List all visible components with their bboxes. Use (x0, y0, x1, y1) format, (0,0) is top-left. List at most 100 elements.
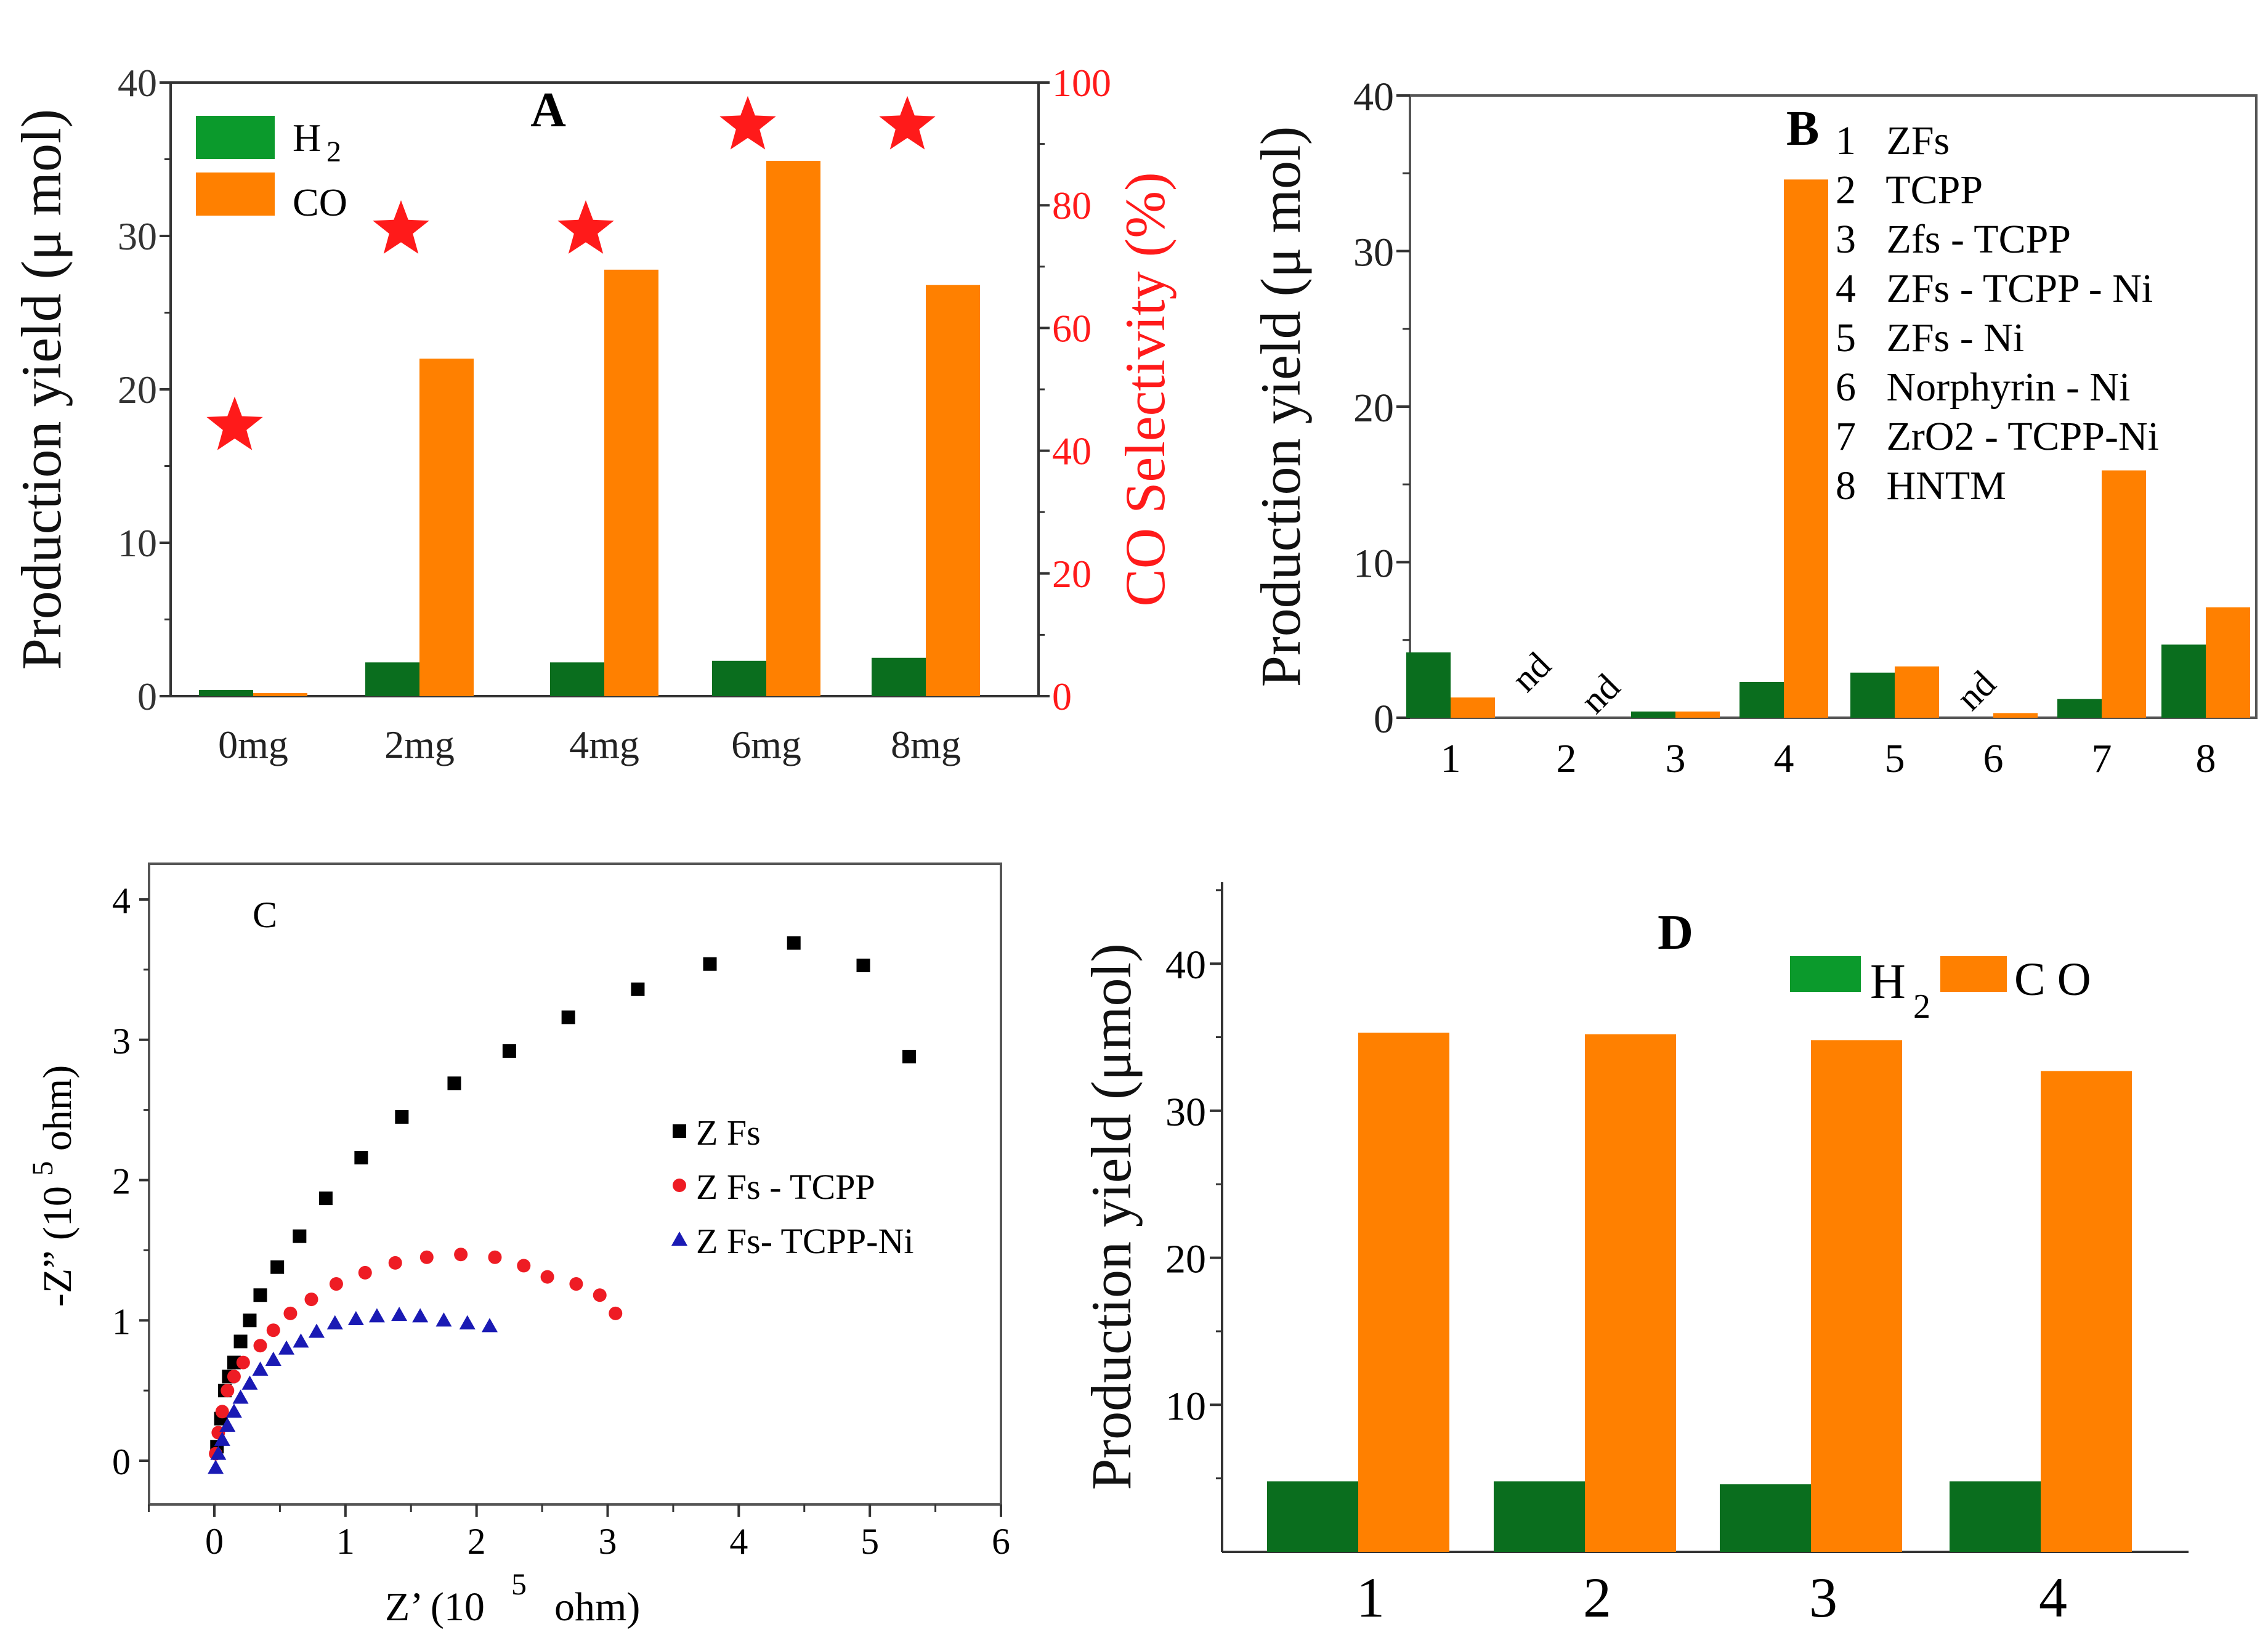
zfs-point (787, 936, 801, 950)
panel-label: A (530, 83, 566, 137)
zfs-point (561, 1010, 575, 1025)
bar-co (1784, 179, 1828, 718)
x-tick-label: 3 (1666, 736, 1686, 781)
y-axis-label-main: -Z” (10 (35, 1176, 80, 1307)
x-tick-label: 6 (992, 1521, 1010, 1562)
bar-co (1358, 1033, 1449, 1552)
zfs-tcpp-point (304, 1293, 318, 1307)
y2-tick-label: 0 (1052, 675, 1072, 718)
selectivity-star-marker (719, 95, 776, 150)
zfs-point (253, 1288, 267, 1302)
legend-label-h2-subscript: 2 (326, 136, 341, 168)
zfs-tcpp-ni-point (309, 1323, 325, 1338)
zfs-point (270, 1260, 285, 1274)
x-tick-label: 4mg (569, 723, 639, 766)
panel-label: D (1658, 906, 1693, 960)
selectivity-star-marker (373, 200, 429, 254)
y2-tick-label: 80 (1052, 184, 1091, 227)
x-tick-label: 5 (861, 1521, 879, 1562)
panel-label: B (1786, 102, 1819, 156)
bar-h2 (1739, 681, 1784, 718)
legend-marker (673, 1179, 686, 1192)
x-tick-label: 2 (468, 1521, 486, 1562)
zfs-point (293, 1229, 307, 1243)
zfs-tcpp-point (569, 1277, 583, 1291)
zfs-tcpp-ni-point (368, 1308, 385, 1323)
panel-c: 0 1 2 3 4 5 6 0 1 2 3 4 Z Fs Z Fs - TCPP Z Fs- TCPP-Ni… (26, 863, 1010, 1630)
legend-label-h2: H (293, 116, 321, 160)
y2-tick-label: 40 (1052, 429, 1091, 473)
zfs-point (502, 1044, 516, 1058)
zfs-tcpp-ni-point (210, 1445, 227, 1460)
y-tick-label: 10 (1165, 1384, 1206, 1429)
x-tick-label: 2 (1583, 1566, 1611, 1629)
zfs-point (243, 1313, 257, 1328)
x-tick-label: 8mg (891, 723, 961, 766)
zfs-tcpp-ni-point (481, 1318, 498, 1333)
y-tick-label: 20 (1165, 1237, 1206, 1282)
zfs-tcpp-ni-point (293, 1333, 309, 1348)
zfs-tcpp-point (517, 1259, 531, 1273)
zfs-tcpp-ni-point (391, 1307, 408, 1321)
bar-h2 (1950, 1481, 2041, 1552)
bar-co (926, 285, 980, 696)
legend-label: Z Fs- TCPP-Ni (696, 1221, 913, 1261)
bar-h2 (872, 657, 926, 696)
bar-h2 (199, 690, 253, 696)
bar-h2 (1850, 672, 1895, 718)
nd-annotation: nd (1948, 663, 2003, 718)
x-tick-label: 5 (1885, 736, 1905, 781)
zfs-point (856, 959, 870, 973)
bar-h2 (1720, 1484, 1811, 1552)
zfs-tcpp-point (283, 1306, 298, 1320)
zfs-tcpp-point (329, 1277, 343, 1291)
y-tick-label: 20 (118, 368, 157, 412)
zfs-tcpp-ni-point (232, 1389, 249, 1404)
bar-co (2206, 607, 2250, 718)
y-axis-label-superscript: 5 (26, 1161, 59, 1176)
panel-a: 0 10 20 30 40 0 20 40 60 80 100 0mg 2mg 4mg 6mg 8mg A H 2 C… (10, 61, 1177, 766)
plot-frame (148, 863, 1002, 1506)
zfs-tcpp-ni-point (219, 1418, 236, 1432)
bar-h2 (1267, 1481, 1358, 1552)
zfs-point (703, 957, 717, 971)
bar-co (1585, 1034, 1676, 1552)
y2-axis-label: CO Selectivity (%) (1114, 172, 1177, 606)
zfs-tcpp-point (215, 1405, 229, 1419)
zfs-tcpp-ni-point (265, 1352, 281, 1366)
bar-co (1895, 666, 1939, 718)
y2-tick-label: 60 (1052, 306, 1091, 350)
y-tick-label: 2 (112, 1161, 131, 1202)
zfs-point (631, 982, 645, 996)
legend-swatch-co (196, 173, 275, 216)
x-axis-label-end: ohm) (554, 1585, 640, 1630)
legend-marker (673, 1124, 686, 1138)
y2-tick-label: 100 (1052, 61, 1111, 105)
y-tick-label: 0 (137, 675, 157, 718)
x-tick-label: 3 (1809, 1566, 1837, 1629)
zfs-tcpp-point (609, 1306, 623, 1320)
legend-item: 2 TCPP (1836, 168, 1983, 213)
y-axis-label: Production yield (μ mol) (1249, 126, 1312, 687)
zfs-point (395, 1110, 409, 1124)
selectivity-star-marker (557, 200, 614, 254)
zfs-tcpp-point (221, 1384, 235, 1398)
y-tick-label: 30 (118, 214, 157, 258)
x-axis-label-superscript: 5 (511, 1567, 527, 1601)
zfs-tcpp-ni-point (252, 1361, 269, 1376)
legend-label-h2-subscript: 2 (1913, 988, 1930, 1026)
legend-marker (671, 1232, 687, 1246)
zfs-point (318, 1191, 333, 1206)
y-tick-label: 40 (1165, 943, 1206, 988)
bar-h2 (1494, 1481, 1585, 1552)
y-axis-label-end: ohm) (35, 1065, 80, 1161)
x-tick-label: 6mg (731, 723, 801, 766)
bar-co (2102, 470, 2146, 718)
y2-tick-label: 20 (1052, 552, 1091, 596)
legend-label-co: C O (2014, 954, 2091, 1005)
panel-label: C (253, 895, 277, 935)
x-tick-label: 0 (205, 1521, 224, 1562)
zfs-tcpp-ni-point (241, 1375, 258, 1390)
zfs-tcpp-point (593, 1288, 607, 1302)
